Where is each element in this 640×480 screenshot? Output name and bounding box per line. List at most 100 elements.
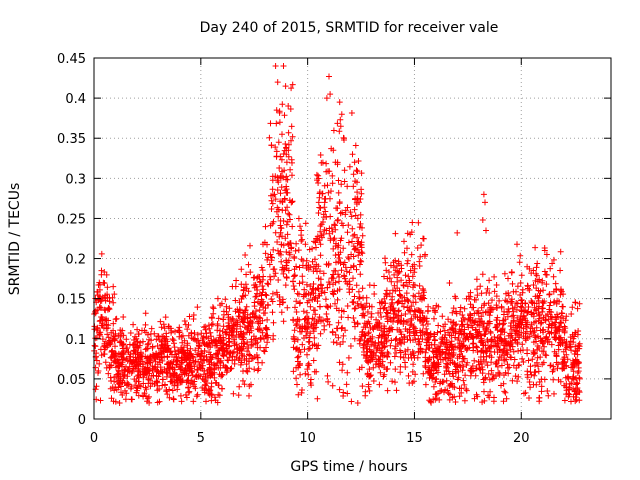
data-point	[135, 365, 142, 372]
data-point	[351, 231, 358, 238]
data-point	[377, 305, 384, 312]
data-point	[324, 372, 331, 379]
data-point	[247, 242, 253, 249]
data-point	[365, 357, 372, 364]
data-point	[326, 281, 333, 288]
data-point	[252, 337, 259, 344]
data-point	[102, 344, 109, 351]
data-point	[516, 361, 523, 368]
data-point	[540, 300, 547, 307]
data-point	[306, 345, 313, 352]
data-point	[281, 167, 288, 174]
data-point	[304, 315, 311, 322]
data-point	[298, 227, 305, 234]
y-tick-label: 0.4	[65, 92, 86, 107]
data-point	[317, 318, 324, 325]
data-point	[302, 370, 309, 377]
data-point	[173, 354, 180, 361]
data-point	[307, 330, 314, 337]
data-point	[359, 232, 366, 239]
data-point	[495, 342, 502, 348]
data-point	[464, 321, 471, 328]
data-point	[329, 328, 336, 335]
data-point	[473, 276, 480, 283]
data-point	[571, 363, 578, 370]
data-point	[475, 331, 482, 337]
data-point	[298, 256, 305, 263]
data-point	[358, 244, 365, 251]
data-point	[345, 254, 352, 261]
data-point	[279, 131, 285, 138]
data-point	[101, 340, 108, 347]
data-point	[217, 358, 224, 365]
data-point	[330, 127, 337, 134]
data-point	[286, 211, 293, 218]
data-point	[336, 359, 343, 366]
data-point	[305, 338, 312, 345]
data-point	[233, 341, 240, 348]
data-point	[267, 276, 274, 283]
data-point	[494, 322, 501, 329]
data-point	[360, 310, 367, 317]
data-point	[498, 362, 505, 369]
data-point	[448, 325, 455, 331]
data-point	[487, 348, 494, 355]
data-point	[335, 242, 342, 249]
data-point	[293, 321, 300, 327]
data-point	[406, 277, 413, 284]
data-point	[520, 347, 526, 354]
data-point	[359, 285, 366, 292]
data-point	[242, 307, 249, 314]
data-point	[98, 297, 105, 304]
data-point	[110, 320, 117, 327]
data-point	[460, 315, 467, 321]
data-point	[112, 398, 119, 405]
data-point	[475, 359, 482, 365]
data-point	[303, 257, 310, 264]
data-point	[336, 386, 343, 393]
data-point	[402, 298, 408, 305]
data-point	[317, 281, 324, 288]
data-point	[513, 300, 520, 306]
data-point	[238, 347, 245, 353]
data-point	[398, 340, 405, 347]
data-point	[454, 229, 461, 236]
data-point	[106, 298, 113, 305]
data-point	[339, 367, 346, 374]
data-point	[450, 350, 457, 356]
data-point	[370, 364, 377, 371]
data-point	[502, 316, 509, 323]
data-point	[548, 316, 554, 323]
data-point	[332, 226, 339, 233]
data-point	[474, 344, 480, 351]
data-point	[329, 180, 336, 187]
data-point	[479, 399, 486, 406]
data-point	[493, 373, 499, 380]
data-point	[350, 183, 357, 190]
data-point	[140, 374, 147, 381]
data-point	[280, 318, 287, 325]
data-point	[514, 241, 520, 248]
data-point	[259, 267, 266, 274]
data-point	[237, 323, 244, 330]
data-point	[500, 311, 507, 318]
data-point	[493, 302, 500, 309]
data-point	[340, 245, 347, 252]
data-point	[367, 324, 374, 331]
data-point	[191, 378, 198, 385]
data-point	[576, 300, 583, 307]
data-point	[384, 275, 391, 282]
data-point	[395, 307, 402, 314]
data-point	[337, 341, 344, 348]
data-point	[397, 349, 404, 356]
data-point	[204, 342, 211, 349]
data-point	[142, 321, 149, 328]
data-point	[561, 397, 568, 404]
data-point	[366, 320, 373, 327]
data-point	[156, 351, 163, 358]
data-point	[94, 325, 101, 332]
data-point	[488, 367, 495, 374]
data-point	[130, 321, 137, 328]
data-point	[567, 338, 574, 345]
data-point	[377, 369, 384, 376]
